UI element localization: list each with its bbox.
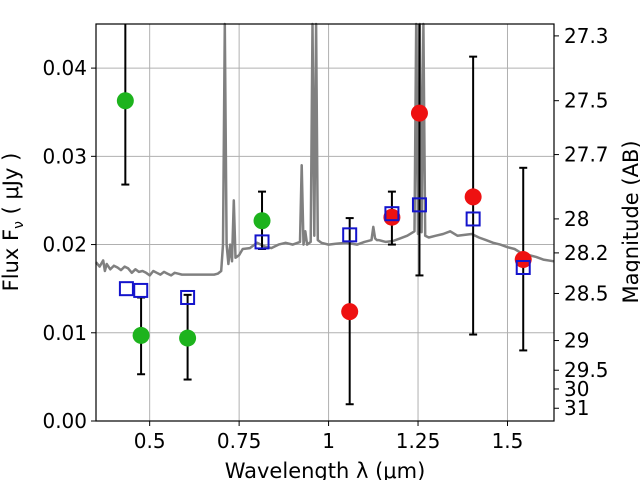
data-point-square <box>133 282 149 298</box>
x-tick-label: 0.75 <box>217 429 262 453</box>
y-tick-label: 0.00 <box>42 409 87 433</box>
data-point-square <box>465 211 481 227</box>
y2-tick-label: 28.5 <box>564 281 609 305</box>
y-axis-label-unit: ( μJy ) <box>0 153 23 221</box>
data-point <box>253 212 271 230</box>
data-point <box>464 188 482 206</box>
model-spectrum <box>95 22 555 277</box>
y-axis-label: Flux Fν ( μJy ) <box>0 153 27 292</box>
x-tick-label: 0.5 <box>134 429 166 453</box>
plot-frame <box>95 23 555 422</box>
data-point-square <box>180 289 196 305</box>
y2-tick-label: 27.7 <box>564 143 609 167</box>
data-point-square <box>384 206 400 222</box>
data-point <box>341 303 359 321</box>
x-tick-label: 1.5 <box>492 429 524 453</box>
data-point-square <box>411 197 427 213</box>
y-axis-label-subscript: ν <box>11 221 27 229</box>
y2-tick-label: 30 <box>564 377 589 401</box>
data-point <box>132 326 150 344</box>
x-tick-label: 1.25 <box>396 429 441 453</box>
y2-tick-label: 28 <box>564 207 589 231</box>
model-spectrum-line <box>95 22 555 277</box>
y-tick-label: 0.03 <box>42 144 87 168</box>
y-tick-label: 0.02 <box>42 233 87 257</box>
y2-axis-label: Magnitude (AB) <box>619 140 640 303</box>
grid-lines <box>96 24 554 422</box>
y2-tick-label: 29 <box>564 329 589 353</box>
x-tick-label: 1 <box>322 429 335 453</box>
y2-tick-label: 28.2 <box>564 241 609 265</box>
x-axis-label: Wavelength λ (μm) <box>225 459 426 480</box>
y2-tick-label: 29.5 <box>564 358 609 382</box>
y-tick-label: 0.01 <box>42 321 87 345</box>
data-point-square <box>118 281 134 297</box>
data-point <box>179 329 197 347</box>
y-axis-ticks: 0.00 0.01 0.02 0.03 0.04 <box>42 56 96 433</box>
data-point-square <box>515 259 531 275</box>
data-point-square <box>342 227 358 243</box>
x-axis-ticks: 0.5 0.75 1 1.25 1.5 <box>134 421 524 453</box>
data-points <box>116 92 532 347</box>
data-point-square <box>254 234 270 250</box>
y-axis-label-main: Flux F <box>0 229 23 291</box>
y2-tick-label: 27.5 <box>564 89 609 113</box>
data-point <box>116 92 134 110</box>
data-point <box>514 251 532 269</box>
data-point <box>383 208 401 226</box>
y2-tick-label: 31 <box>564 396 589 420</box>
y-tick-label: 0.04 <box>42 56 87 80</box>
data-point <box>410 104 428 122</box>
y2-tick-label: 27.3 <box>564 24 609 48</box>
